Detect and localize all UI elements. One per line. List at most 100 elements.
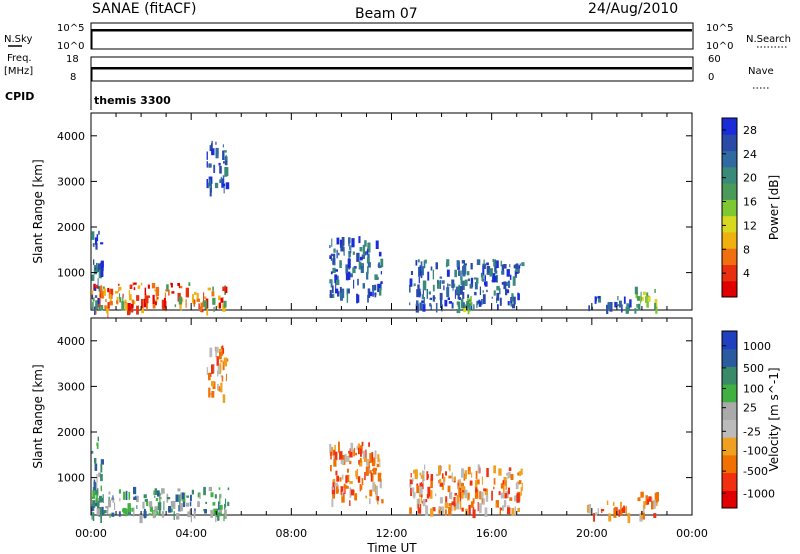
data-cell xyxy=(329,245,331,249)
data-cell xyxy=(350,442,354,452)
data-cell xyxy=(223,357,228,367)
data-cell xyxy=(146,300,148,310)
data-cell xyxy=(154,488,158,495)
data-cell xyxy=(461,260,465,264)
colorbar-tick-label: -100 xyxy=(743,444,768,457)
data-cell xyxy=(409,302,411,306)
colorbar-tick-label: 24 xyxy=(743,148,757,161)
data-cell xyxy=(224,503,226,510)
data-cell xyxy=(94,237,97,245)
data-cell xyxy=(371,461,376,467)
data-cell xyxy=(410,479,413,485)
data-cell xyxy=(366,257,370,264)
data-cell xyxy=(332,267,336,273)
colorbar-cell xyxy=(722,264,737,282)
data-cell xyxy=(145,295,149,304)
data-cell xyxy=(92,512,95,521)
y-axis-title: Slant Range [km] xyxy=(31,159,45,263)
data-cell xyxy=(100,513,102,523)
colorbar-cell xyxy=(722,348,737,367)
colorbar-cell xyxy=(722,248,737,265)
data-cell xyxy=(95,300,98,310)
data-cell xyxy=(94,502,99,506)
data-cell xyxy=(492,273,496,283)
data-cell xyxy=(444,502,448,509)
data-cell xyxy=(507,507,511,515)
data-cell xyxy=(380,281,383,284)
colorbar-frame xyxy=(721,330,738,509)
station-title: SANAE (fitACF) xyxy=(92,1,196,17)
data-cell xyxy=(332,482,335,488)
data-cell xyxy=(435,493,437,497)
data-cell xyxy=(213,164,216,173)
data-cell xyxy=(208,486,212,492)
data-cell xyxy=(118,511,121,517)
data-cell xyxy=(446,269,450,277)
data-cell xyxy=(470,501,474,508)
data-cell xyxy=(96,494,98,503)
data-cell xyxy=(133,486,137,495)
data-cell xyxy=(422,289,424,299)
data-cell xyxy=(144,287,147,296)
data-cell xyxy=(364,240,367,247)
data-cell xyxy=(369,470,372,474)
data-cell xyxy=(366,271,369,280)
data-cell xyxy=(91,451,94,454)
data-cell xyxy=(636,296,641,301)
data-cell xyxy=(512,276,516,286)
data-cell xyxy=(141,308,144,314)
data-cell xyxy=(222,150,225,160)
colorbar-tick-label: 20 xyxy=(743,172,757,185)
data-cell xyxy=(416,498,420,509)
data-cell xyxy=(191,489,194,495)
colorbar-cell xyxy=(722,134,737,152)
data-cell xyxy=(438,506,440,510)
data-cell xyxy=(608,513,612,522)
data-cell xyxy=(365,449,367,459)
data-cell xyxy=(655,501,658,506)
data-cell xyxy=(619,300,622,308)
y-tick-label: 3000 xyxy=(57,380,85,393)
data-cell xyxy=(493,486,495,490)
data-cell xyxy=(349,487,352,498)
data-cell xyxy=(421,266,424,276)
data-cell xyxy=(223,513,225,522)
plot-frame xyxy=(90,317,693,516)
colorbar-cell xyxy=(722,166,737,184)
data-cell xyxy=(415,260,418,266)
data-cell xyxy=(100,473,103,482)
data-cell xyxy=(470,263,473,270)
y-tick-label: 1000 xyxy=(57,472,85,485)
data-cell xyxy=(204,300,208,310)
data-cell xyxy=(153,490,156,496)
data-cell xyxy=(330,280,333,288)
data-cell xyxy=(108,289,111,299)
data-cell xyxy=(340,292,342,296)
data-cell xyxy=(441,280,445,284)
data-cell xyxy=(435,473,439,477)
data-cell xyxy=(222,144,224,148)
y-tick-label: 1000 xyxy=(57,267,85,280)
scatter-region xyxy=(206,345,229,403)
data-cell xyxy=(458,297,461,300)
plot-frame xyxy=(90,112,693,311)
data-cell xyxy=(627,513,631,524)
data-cell xyxy=(475,470,478,480)
data-cell xyxy=(469,480,473,486)
data-cell xyxy=(507,476,509,480)
data-cell xyxy=(495,274,498,283)
freq-unit: [MHz] xyxy=(4,66,33,77)
data-cell xyxy=(170,508,173,513)
data-cell xyxy=(422,498,426,507)
data-cell xyxy=(629,299,632,308)
data-cell xyxy=(481,299,483,305)
data-cell xyxy=(154,506,158,513)
data-cell xyxy=(509,264,511,268)
data-cell xyxy=(505,480,507,490)
data-cell xyxy=(140,299,144,309)
data-cell xyxy=(96,508,100,515)
colorbar-cell xyxy=(722,472,737,491)
data-cell xyxy=(223,161,225,164)
data-cell xyxy=(204,509,207,514)
data-cell xyxy=(186,502,190,507)
